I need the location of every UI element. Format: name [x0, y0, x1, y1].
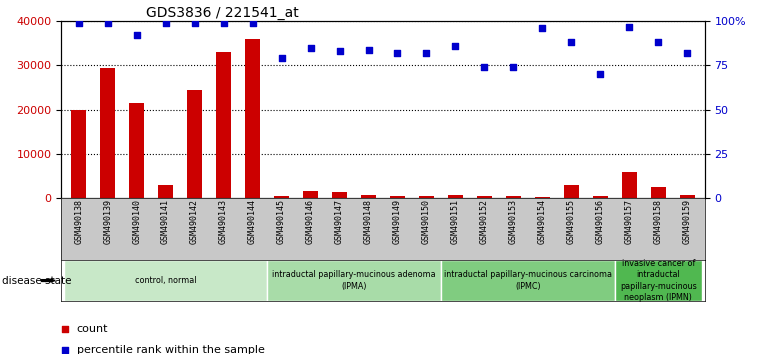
Bar: [267, 260, 441, 301]
Point: [536, 25, 548, 31]
Bar: [419, 195, 434, 198]
Point: [594, 72, 607, 77]
Point: [130, 33, 142, 38]
Text: GSM490143: GSM490143: [219, 200, 228, 245]
Point: [507, 64, 519, 70]
Text: GSM490156: GSM490156: [596, 200, 605, 245]
Bar: [651, 187, 666, 198]
Point: [59, 326, 71, 332]
Point: [391, 50, 404, 56]
Bar: [100, 68, 115, 198]
Point: [247, 20, 259, 26]
Text: GSM490157: GSM490157: [625, 200, 633, 245]
Text: GSM490145: GSM490145: [277, 200, 286, 245]
Bar: [64, 260, 267, 301]
Bar: [615, 260, 702, 301]
Point: [450, 43, 462, 49]
Bar: [441, 260, 615, 301]
Text: GSM490149: GSM490149: [393, 200, 402, 245]
Bar: [477, 196, 492, 198]
Bar: [332, 192, 347, 198]
Point: [59, 348, 71, 353]
Text: intraductal papillary-mucinous carcinoma
(IPMC): intraductal papillary-mucinous carcinoma…: [444, 270, 612, 291]
Text: GSM490159: GSM490159: [683, 200, 692, 245]
Bar: [129, 103, 144, 198]
Point: [478, 64, 490, 70]
Text: GSM490144: GSM490144: [248, 200, 257, 245]
Point: [421, 50, 433, 56]
Text: GSM490146: GSM490146: [306, 200, 315, 245]
Point: [681, 50, 693, 56]
Point: [652, 40, 664, 45]
Text: count: count: [77, 324, 108, 334]
Text: GSM490138: GSM490138: [74, 200, 83, 245]
Point: [362, 47, 375, 52]
Point: [565, 40, 578, 45]
Text: GSM490154: GSM490154: [538, 200, 547, 245]
Text: GSM490142: GSM490142: [190, 200, 199, 245]
Text: GSM490152: GSM490152: [480, 200, 489, 245]
Bar: [680, 195, 695, 198]
Text: intraductal papillary-mucinous adenoma
(IPMA): intraductal papillary-mucinous adenoma (…: [272, 270, 436, 291]
Point: [304, 45, 316, 51]
Text: GSM490141: GSM490141: [161, 200, 170, 245]
Point: [333, 48, 345, 54]
Point: [218, 20, 230, 26]
Point: [624, 24, 636, 29]
Bar: [216, 52, 231, 198]
Point: [159, 20, 172, 26]
Bar: [390, 196, 404, 198]
Text: percentile rank within the sample: percentile rank within the sample: [77, 346, 264, 354]
Bar: [593, 196, 607, 198]
Text: GSM490139: GSM490139: [103, 200, 112, 245]
Bar: [274, 196, 289, 198]
Bar: [188, 90, 202, 198]
Bar: [245, 39, 260, 198]
Text: GSM490150: GSM490150: [422, 200, 431, 245]
Bar: [303, 191, 318, 198]
Point: [188, 20, 201, 26]
Bar: [506, 196, 521, 198]
Text: GSM490155: GSM490155: [567, 200, 576, 245]
Bar: [535, 197, 550, 198]
Text: GSM490148: GSM490148: [364, 200, 373, 245]
Text: invasive cancer of
intraductal
papillary-mucinous
neoplasm (IPMN): invasive cancer of intraductal papillary…: [620, 259, 697, 302]
Bar: [159, 185, 173, 198]
Bar: [564, 185, 578, 198]
Text: disease state: disease state: [2, 275, 71, 286]
Bar: [448, 195, 463, 198]
Point: [102, 20, 114, 26]
Title: GDS3836 / 221541_at: GDS3836 / 221541_at: [146, 6, 299, 20]
Bar: [622, 172, 637, 198]
Text: control, normal: control, normal: [135, 276, 196, 285]
Text: GSM490153: GSM490153: [509, 200, 518, 245]
Text: GSM490151: GSM490151: [451, 200, 460, 245]
Bar: [362, 195, 376, 198]
Text: GSM490140: GSM490140: [133, 200, 141, 245]
Text: GSM490158: GSM490158: [654, 200, 663, 245]
Point: [276, 56, 288, 61]
Text: GSM490147: GSM490147: [335, 200, 344, 245]
Point: [73, 20, 85, 26]
Bar: [71, 110, 86, 198]
